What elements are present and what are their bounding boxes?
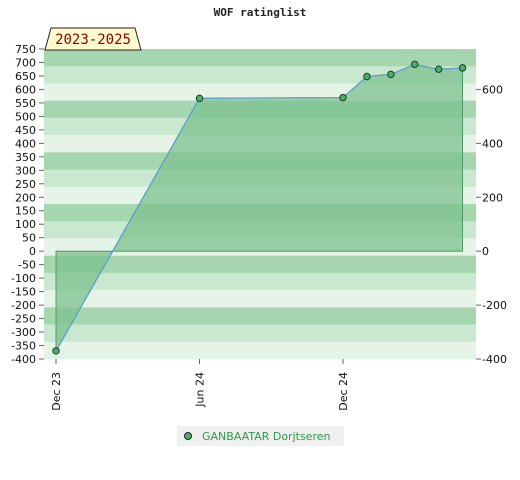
y-tick-label: -100: [11, 272, 36, 285]
y-tick-label: 500: [15, 110, 36, 123]
data-point: [339, 93, 347, 102]
y-tick-label: 150: [15, 205, 36, 218]
y-tick-label: 650: [15, 70, 36, 83]
x-tick-label: Dec 24: [337, 372, 350, 411]
background-band: [44, 341, 476, 351]
legend: GANBAATAR Dorjtseren: [177, 426, 344, 446]
data-point: [458, 64, 467, 72]
y-tick-label: 700: [15, 56, 36, 69]
right-y-tick-label: 400: [482, 137, 503, 150]
y-tick-label: 250: [15, 178, 36, 191]
y-tick-label: 100: [15, 218, 36, 231]
period-badge-shape: [44, 27, 142, 51]
right-y-tick-label: 600: [482, 83, 503, 96]
data-point: [363, 72, 371, 81]
background-band: [44, 298, 476, 308]
y-tick-label: -50: [18, 259, 36, 272]
y-tick-label: 300: [15, 164, 36, 177]
background-band: [44, 315, 476, 325]
background-band: [44, 324, 476, 334]
background-band: [44, 264, 476, 274]
y-tick-label: 200: [15, 191, 36, 204]
y-tick-label: -250: [11, 313, 36, 326]
background-band: [44, 272, 476, 282]
left-axis: -400-350-300-250-200-150-100-50050100150…: [11, 43, 44, 366]
data-point: [411, 60, 419, 69]
background-band: [44, 307, 476, 317]
x-tick-label: Jun 24: [194, 372, 207, 408]
background-band: [44, 350, 476, 360]
y-tick-label: 400: [15, 137, 36, 150]
data-point: [434, 65, 443, 73]
background-band: [44, 57, 476, 67]
y-tick-label: 50: [22, 232, 36, 245]
y-tick-label: -350: [11, 340, 36, 353]
y-tick-label: 600: [15, 83, 36, 96]
background-band: [44, 281, 476, 291]
background-band: [44, 92, 476, 101]
data-point: [387, 70, 395, 79]
y-tick-label: 750: [15, 43, 36, 56]
y-tick-label: 350: [15, 151, 36, 164]
right-y-tick-label: 200: [482, 191, 503, 204]
x-axis: Dec 23 Jun 24 Dec 24: [50, 359, 350, 411]
y-tick-label: -200: [11, 299, 36, 312]
background-band: [44, 333, 476, 343]
area-layer: [52, 60, 467, 355]
right-y-tick-label: -400: [482, 353, 507, 366]
y-tick-label: -300: [11, 326, 36, 339]
background-band: [44, 255, 476, 265]
right-y-tick-label: -200: [482, 299, 507, 312]
background-band: [44, 74, 476, 84]
background-band: [44, 83, 476, 93]
chart-title: WOF ratinglist: [214, 6, 307, 19]
legend-label: GANBAATAR Dorjtseren: [202, 430, 330, 443]
series-line: [55, 63, 463, 352]
x-tick-label: Dec 23: [50, 372, 63, 411]
background-band: [44, 290, 476, 300]
y-tick-label: 550: [15, 97, 36, 110]
legend-box: [177, 426, 344, 446]
data-point: [52, 347, 60, 355]
period-badge: 2023-2025: [44, 27, 142, 51]
legend-marker: [184, 432, 192, 440]
background-band: [44, 49, 476, 58]
right-y-tick-label: 0: [482, 245, 489, 258]
period-badge-text: 2023-2025: [55, 32, 131, 48]
background-band: [44, 66, 476, 76]
y-tick-label: 450: [15, 124, 36, 137]
right-axis: -400 -200 0 200 400 600: [476, 83, 507, 366]
y-tick-label: -400: [11, 353, 36, 366]
y-tick-label: 0: [29, 245, 36, 258]
data-point: [195, 94, 204, 103]
y-tick-label: -150: [11, 286, 36, 299]
